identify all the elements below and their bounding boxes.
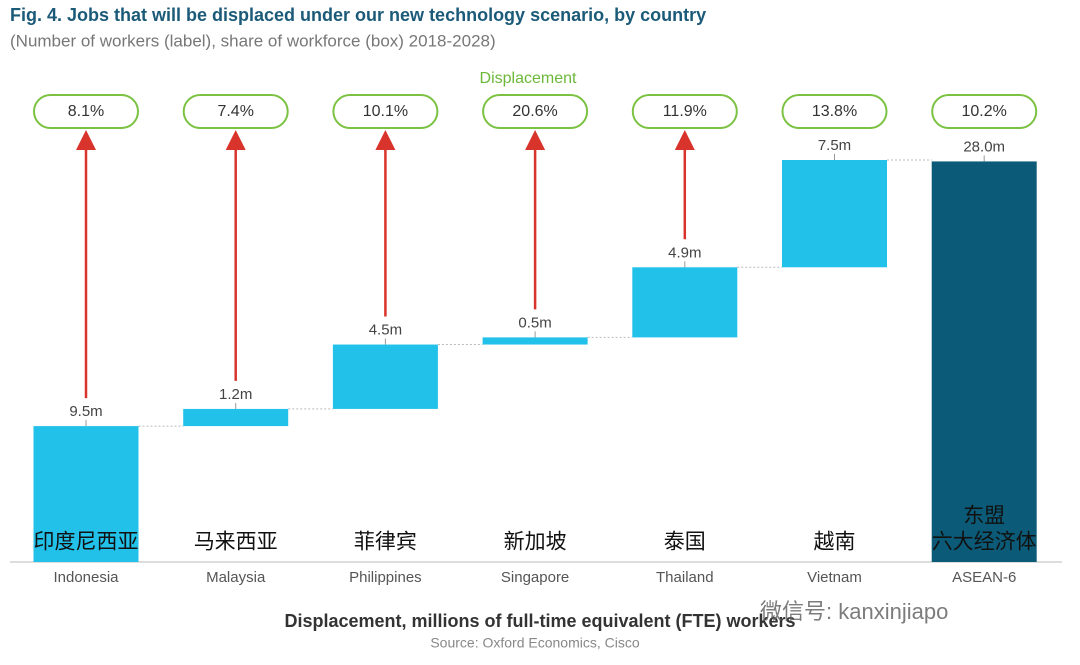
share-label: 10.2% [962,103,1007,120]
source: Source: Oxford Economics, Cisco [430,635,640,651]
x-tick-label: Philippines [349,569,422,586]
value-label: 4.9m [668,244,701,261]
local-label: 泰国 [664,531,706,554]
value-label: 1.2m [219,386,252,403]
watermark: 微信号: kanxinjiapo [760,599,948,624]
share-box [781,94,888,129]
local-label: 印度尼西亚 [34,531,139,554]
chart-title: Fig. 4. Jobs that will be displaced unde… [10,5,706,25]
share-box [33,94,139,129]
x-tick-label: Indonesia [53,569,119,586]
x-tick-label: Thailand [656,569,714,586]
x-tick-label: Vietnam [807,569,862,586]
value-label: 9.5m [69,403,102,420]
bar [482,337,588,345]
share-box [182,94,289,129]
local-label: 马来西亚 [194,531,278,554]
local-label: 东盟 [963,505,1005,528]
chart-subtitle: (Number of workers (label), share of wor… [10,31,496,50]
x-tick-label: Singapore [501,569,569,586]
x-tick-label: Malaysia [206,569,266,586]
share-box [931,94,1038,129]
bar [183,408,289,427]
value-label: 0.5m [518,314,551,331]
share-label: 11.9% [663,103,707,120]
local-label: 六大经济体 [932,531,1037,554]
bar [332,344,438,409]
share-label: 8.1% [68,103,104,120]
local-label: 菲律宾 [354,531,417,554]
share-label: 10.1% [363,103,408,120]
x-axis-label: Displacement, millions of full-time equi… [284,611,795,631]
share-label: 20.6% [512,103,557,120]
share-label: 7.4% [217,103,253,120]
share-legend: Displacement [480,70,577,87]
share-label: 13.8% [812,103,857,120]
value-label: 4.5m [369,322,402,339]
share-box [631,94,738,129]
value-label: 7.5m [818,137,851,154]
bar [782,160,887,268]
local-label: 越南 [814,531,856,554]
local-label: 新加坡 [504,531,567,554]
bar [931,161,1037,562]
x-tick-label: ASEAN-6 [952,569,1016,586]
share-box [332,94,439,129]
bar [33,426,139,562]
value-label: 28.0m [963,138,1005,155]
bar [632,267,738,338]
share-box [482,94,589,129]
